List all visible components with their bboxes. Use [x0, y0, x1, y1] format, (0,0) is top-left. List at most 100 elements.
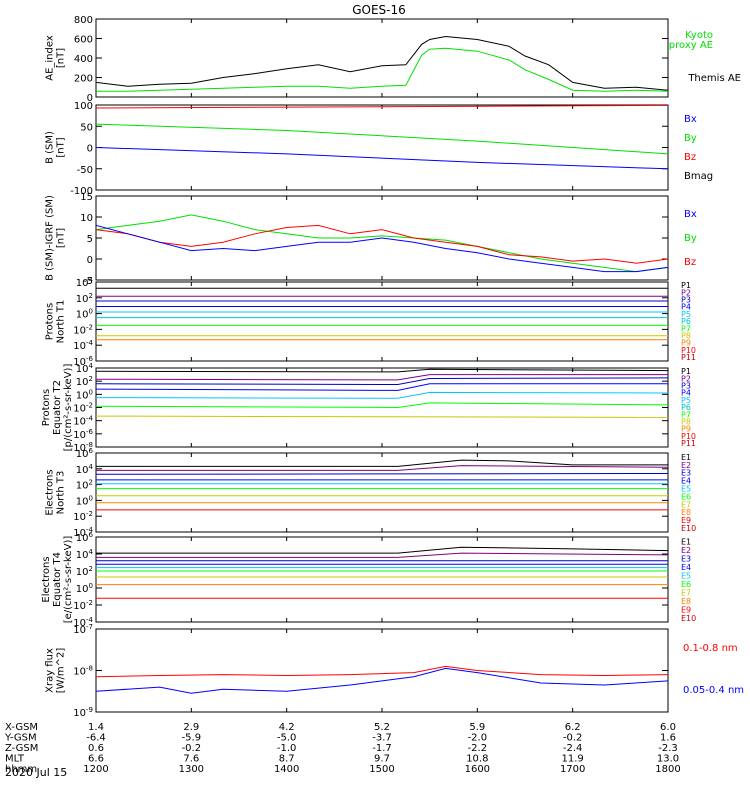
y-tick-label: 102: [76, 292, 93, 305]
y-tick-label: 100: [76, 308, 93, 321]
y-tick-label: 102: [76, 565, 93, 578]
x-axis-value: -0.2: [563, 733, 583, 744]
y-axis-label: [nT]: [56, 48, 67, 68]
legend-entry: E1: [681, 453, 691, 462]
legend-entry: P9: [681, 425, 691, 434]
series-line-by: [96, 214, 668, 273]
x-axis-value: -2.4: [563, 743, 583, 754]
series-line-e2: [96, 552, 668, 558]
legend-entry: E9: [681, 606, 691, 615]
y-tick-label: 10-8: [73, 665, 93, 678]
y-tick-label: 10-2: [73, 323, 93, 336]
series-line-bx: [96, 147, 668, 170]
y-axis-label: Equator T2: [52, 380, 63, 435]
y-tick-label: 800: [74, 15, 93, 26]
y-tick-label: 106: [76, 447, 94, 460]
legend-entry: P7: [681, 324, 691, 333]
legend-entry: E10: [681, 614, 696, 623]
y-tick-label: 10-6: [73, 428, 93, 441]
plot-title: GOES-16: [352, 3, 406, 17]
legend-entry: Bz: [684, 152, 696, 163]
y-axis-label: B (SM): [45, 131, 56, 164]
series-line-bz: [96, 105, 668, 109]
x-axis-value: 10.8: [466, 754, 488, 765]
y-axis-label: [e/(cm²-s-sr-keV)]: [63, 536, 74, 624]
series-line-p3: [96, 377, 668, 386]
x-axis-value: 5.9: [469, 722, 485, 733]
legend-entry: E3: [681, 555, 691, 564]
x-axis-value: -5.9: [182, 733, 202, 744]
y-tick-label: -50: [77, 165, 93, 176]
y-axis-label: North T1: [56, 300, 67, 344]
x-axis-value: 6.0: [660, 722, 676, 733]
series-line-e2: [96, 465, 668, 471]
x-axis-value: 13.0: [657, 754, 679, 765]
legend-entry: Bmag: [684, 171, 713, 182]
panel-xray: 10-9 10-8 10-7 Xray flux [W/m^2] 0.1-0.8 nm 0.…: [45, 623, 745, 719]
legend-entry: E5: [681, 485, 691, 494]
y-tick-label: 100: [74, 101, 93, 112]
legend-entry: P6: [681, 317, 691, 326]
x-axis-value: 1300: [179, 764, 204, 775]
series-line-by: [96, 123, 668, 155]
legend-entry: E4: [681, 563, 691, 572]
legend-entry: E2: [681, 461, 691, 470]
x-axis-value: 4.2: [279, 722, 295, 733]
legend-entry: 0.05-0.4 nm: [683, 685, 744, 696]
legend-entry: Kyoto: [685, 30, 713, 41]
x-axis-value: -5.0: [277, 733, 297, 744]
series-line-bz: [96, 224, 668, 264]
legend-entry: P9: [681, 339, 691, 348]
series-line-kyoto-proxy-ae: [96, 47, 668, 92]
y-tick-label: 15: [80, 192, 93, 203]
legend-entry: E8: [681, 597, 691, 606]
x-axis-value: 1400: [274, 764, 299, 775]
legend-entry: By: [684, 233, 697, 244]
y-tick-label: 102: [76, 479, 93, 492]
x-axis-value: -2.0: [468, 733, 488, 744]
legend-entry: P8: [681, 331, 691, 340]
legend-entry: By: [684, 133, 697, 144]
legend-entry: E8: [681, 508, 691, 517]
y-tick-label: 104: [76, 548, 94, 561]
x-axis-value: 1500: [369, 764, 394, 775]
panel-frame: [95, 536, 669, 623]
y-tick-label: 104: [76, 463, 94, 476]
legend-entry: E1: [681, 538, 691, 547]
legend-entry: Bx: [684, 209, 697, 220]
series-line-p7: [96, 415, 668, 418]
legend-entry: proxy AE: [669, 40, 713, 51]
x-axis-value: 6.2: [565, 722, 581, 733]
y-axis-label: [p/(cm²-s-sr-keV)]: [63, 364, 74, 452]
y-axis-label: North T3: [56, 471, 67, 515]
y-tick-label: 5: [87, 234, 93, 245]
legend-entry: P1: [681, 281, 691, 290]
x-axis-value: -1.7: [372, 743, 392, 754]
date-label: 2020 Jul 15: [5, 766, 67, 779]
legend-entry: P4: [681, 389, 691, 398]
legend-entry: E3: [681, 469, 691, 478]
series-line-p6: [96, 402, 668, 409]
legend-entry: P11: [681, 439, 696, 448]
series-line-p5: [96, 391, 668, 399]
legend-entry: P1: [681, 367, 691, 376]
y-tick-label: -5: [83, 276, 93, 287]
y-tick-label: 0: [87, 93, 93, 104]
series-line-0-05-0-4-nm: [96, 667, 668, 694]
y-tick-label: 104: [76, 362, 94, 375]
y-tick-label: 10-9: [73, 706, 93, 719]
x-axis-value: -6.4: [86, 733, 106, 744]
y-tick-label: 104: [76, 276, 94, 289]
y-axis-label: Xray flux: [45, 648, 56, 693]
legend-entry: Themis AE: [687, 73, 741, 84]
x-axis-row-label: hhmm: [5, 764, 37, 775]
y-axis-label: Equator T4: [52, 552, 63, 607]
series-line-0-1-0-8-nm: [96, 665, 668, 678]
legend-entry: P5: [681, 396, 691, 405]
x-axis-value: 6.6: [88, 754, 104, 765]
x-axis-value: 7.6: [183, 754, 199, 765]
y-tick-label: 100: [76, 494, 93, 507]
legend-entry: Bx: [684, 114, 697, 125]
